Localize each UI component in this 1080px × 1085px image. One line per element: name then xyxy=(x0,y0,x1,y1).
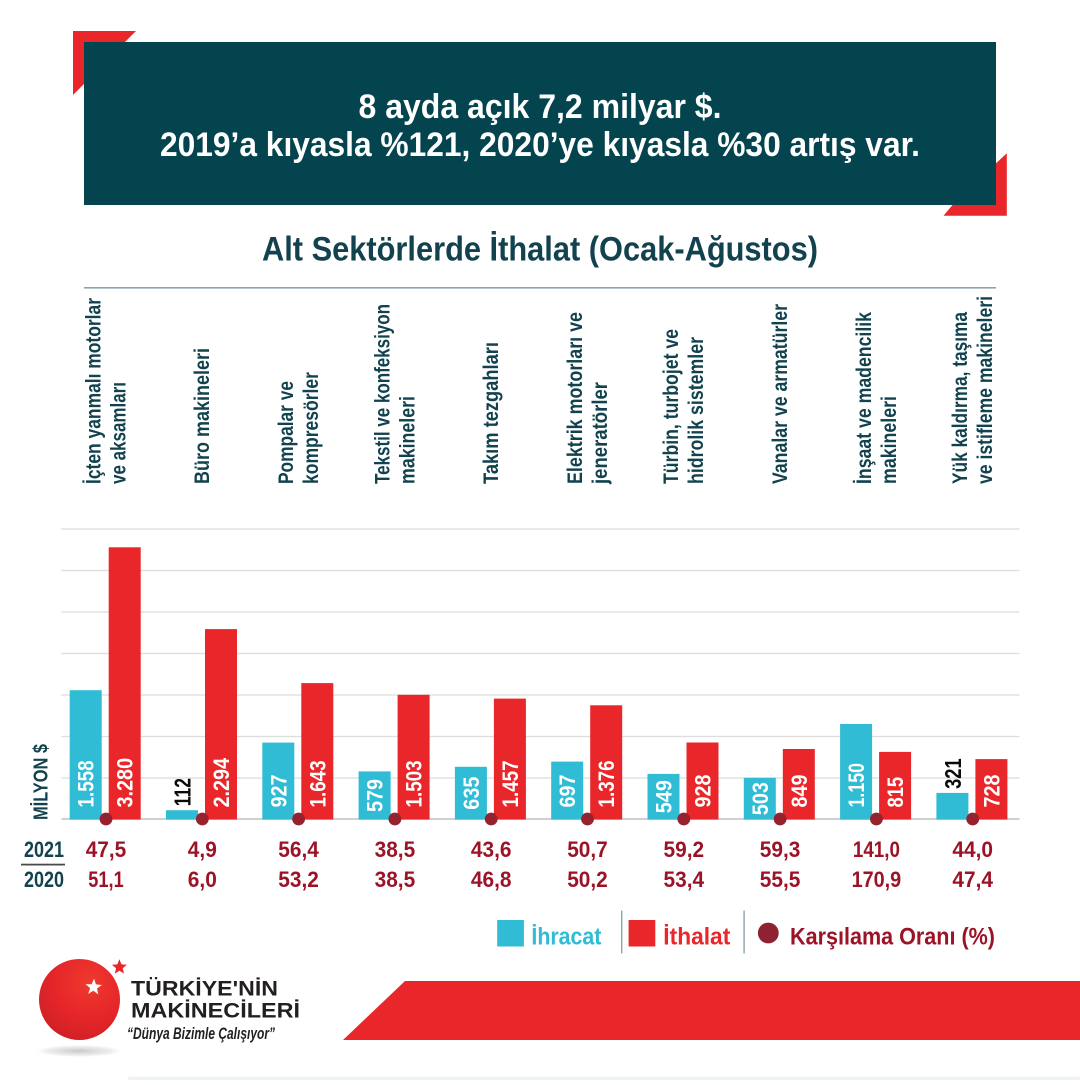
svg-text:503: 503 xyxy=(748,782,773,815)
svg-text:1.503: 1.503 xyxy=(402,760,427,807)
svg-text:Elektrik motorları ve: Elektrik motorları ve xyxy=(564,312,587,484)
svg-text:579: 579 xyxy=(363,779,388,812)
svg-text:44,0: 44,0 xyxy=(952,837,993,862)
svg-text:2020: 2020 xyxy=(24,867,64,892)
svg-text:59,2: 59,2 xyxy=(664,837,705,862)
svg-text:50,7: 50,7 xyxy=(567,837,608,862)
svg-text:1.457: 1.457 xyxy=(498,760,523,807)
svg-text:53,4: 53,4 xyxy=(664,867,705,892)
svg-text:50,2: 50,2 xyxy=(567,867,608,892)
svg-text:kompresörler: kompresörler xyxy=(300,372,323,484)
svg-text:ve istifleme makineleri: ve istifleme makineleri xyxy=(974,296,997,484)
svg-text:ve aksamları: ve aksamları xyxy=(108,382,131,484)
svg-text:İnşaat ve madencilik: İnşaat ve madencilik xyxy=(853,312,876,484)
svg-text:928: 928 xyxy=(691,774,716,807)
svg-text:59,3: 59,3 xyxy=(760,837,801,862)
svg-text:53,2: 53,2 xyxy=(278,867,319,892)
svg-text:Büro makineleri: Büro makineleri xyxy=(191,348,214,484)
svg-text:2021: 2021 xyxy=(24,837,64,862)
svg-text:6,0: 6,0 xyxy=(188,867,217,892)
svg-text:İthalat: İthalat xyxy=(663,924,730,951)
svg-text:MAKİNECİLERİ: MAKİNECİLERİ xyxy=(131,1000,300,1023)
svg-text:321: 321 xyxy=(940,758,966,789)
svg-text:Karşılama Oranı (%): Karşılama Oranı (%) xyxy=(790,924,995,951)
svg-text:makineleri: makineleri xyxy=(878,396,901,484)
svg-text:2.294: 2.294 xyxy=(209,757,234,807)
svg-text:1.150: 1.150 xyxy=(844,763,869,808)
svg-text:Türbin, turbojet ve: Türbin, turbojet ve xyxy=(660,329,683,484)
svg-text:43,6: 43,6 xyxy=(471,837,512,862)
svg-text:Alt Sektörlerde İthalat (Ocak-: Alt Sektörlerde İthalat (Ocak-Ağustos) xyxy=(262,231,818,269)
svg-text:Tekstil ve konfeksiyon: Tekstil ve konfeksiyon xyxy=(371,304,394,484)
svg-text:47,4: 47,4 xyxy=(952,867,993,892)
svg-text:2019’a kıyasla %121, 2020’ye k: 2019’a kıyasla %121, 2020’ye kıyasla %30… xyxy=(160,126,920,164)
svg-text:hidrolik sistemler: hidrolik sistemler xyxy=(685,337,708,484)
svg-text:3.280: 3.280 xyxy=(113,758,138,808)
svg-text:112: 112 xyxy=(170,778,196,806)
svg-text:697: 697 xyxy=(555,774,580,807)
svg-text:4,9: 4,9 xyxy=(188,837,217,862)
svg-text:Yük kaldırma, taşıma: Yük kaldırma, taşıma xyxy=(949,312,972,484)
svg-text:141,0: 141,0 xyxy=(853,837,900,862)
svg-text:549: 549 xyxy=(652,780,677,813)
svg-text:46,8: 46,8 xyxy=(471,867,512,892)
svg-text:8 ayda açık 7,2 milyar $.: 8 ayda açık 7,2 milyar $. xyxy=(359,88,722,126)
svg-text:“Dünya Bizimle Çalışıyor”: “Dünya Bizimle Çalışıyor” xyxy=(127,1025,276,1043)
svg-text:1.643: 1.643 xyxy=(305,760,330,807)
svg-text:56,4: 56,4 xyxy=(278,837,319,862)
svg-text:1.376: 1.376 xyxy=(594,760,619,807)
svg-text:728: 728 xyxy=(979,774,1004,807)
svg-text:Pompalar ve: Pompalar ve xyxy=(275,381,298,484)
svg-text:TÜRKİYE'NİN: TÜRKİYE'NİN xyxy=(131,978,278,1001)
svg-text:927: 927 xyxy=(266,774,291,807)
svg-text:635: 635 xyxy=(459,777,484,810)
svg-text:55,5: 55,5 xyxy=(760,867,801,892)
svg-text:38,5: 38,5 xyxy=(375,837,416,862)
svg-text:170,9: 170,9 xyxy=(852,867,902,892)
svg-text:makineleri: makineleri xyxy=(396,396,419,484)
svg-text:51,1: 51,1 xyxy=(88,867,123,892)
svg-text:İhracat: İhracat xyxy=(531,924,601,951)
svg-text:38,5: 38,5 xyxy=(375,867,416,892)
svg-text:815: 815 xyxy=(883,777,908,808)
svg-text:1.558: 1.558 xyxy=(74,760,99,807)
svg-text:849: 849 xyxy=(787,774,812,807)
svg-text:47,5: 47,5 xyxy=(86,837,127,862)
svg-text:Takım tezgahları: Takım tezgahları xyxy=(480,342,503,484)
svg-text:jeneratörler: jeneratörler xyxy=(589,382,612,485)
svg-text:İçten yanmalı motorlar: İçten yanmalı motorlar xyxy=(83,298,106,484)
svg-text:MİLYON $: MİLYON $ xyxy=(30,744,53,820)
svg-text:Vanalar ve armatürler: Vanalar ve armatürler xyxy=(769,304,792,484)
